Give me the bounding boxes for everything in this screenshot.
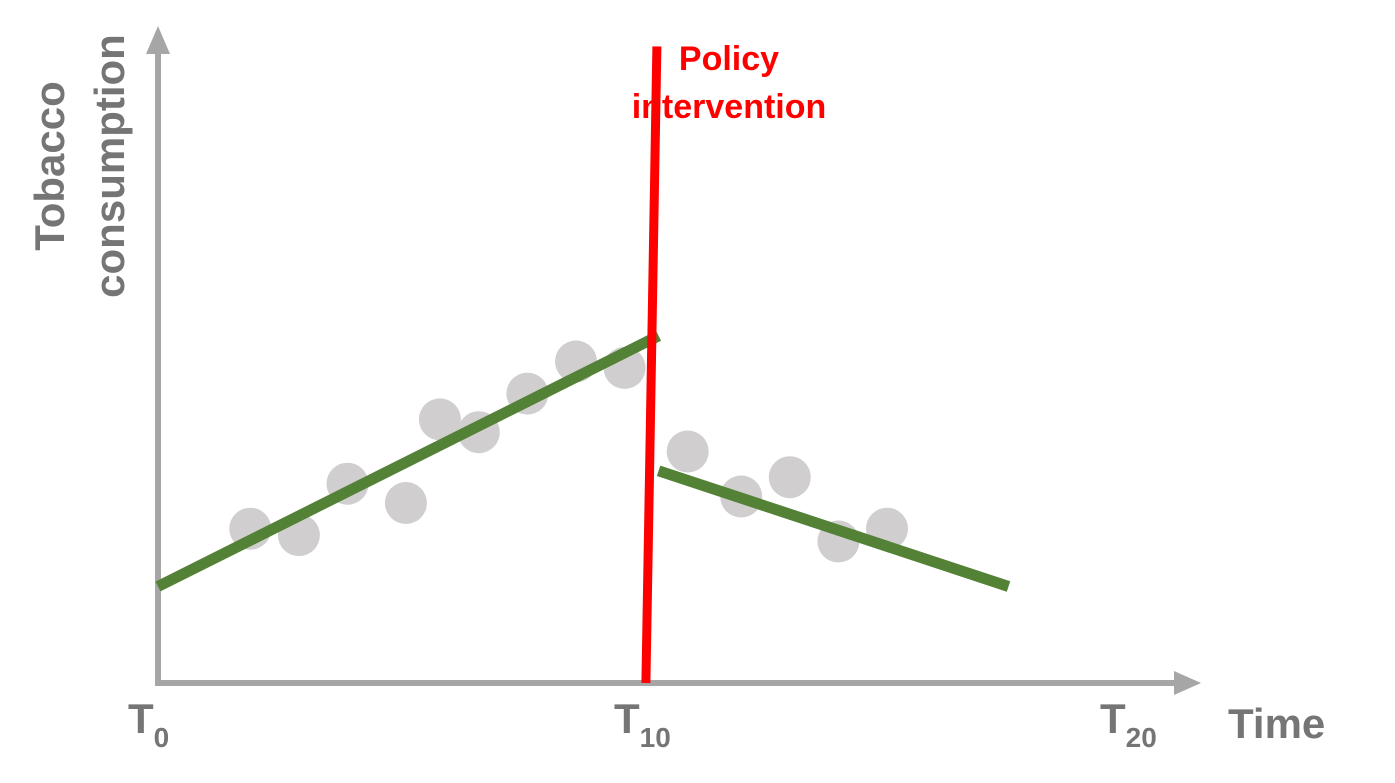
x-tick-label-subscript: 20 [1126, 722, 1157, 753]
data-point [384, 482, 427, 524]
intervention-label-line: Policy [679, 40, 779, 78]
intervention-line [641, 46, 662, 684]
intervention-label-line: intervention [632, 88, 827, 126]
y-axis-label: Tobacco consumption [26, 34, 133, 298]
x-axis-label: Time [1228, 700, 1325, 747]
x-tick-label: T0 [128, 695, 169, 753]
axes [146, 26, 1201, 695]
x-tick-label-base: T [128, 695, 154, 742]
x-tick-label-base: T [1100, 695, 1126, 742]
data-point [666, 430, 709, 473]
y-axis-arrowhead [146, 26, 170, 54]
x-axis-arrowhead [1174, 671, 1201, 695]
data-point [418, 398, 461, 441]
y-axis-label-line: consumption [86, 34, 133, 298]
y-axis-label-line: Tobacco [26, 81, 73, 251]
trend-line-pre [155, 330, 662, 592]
intervention-marker [641, 46, 662, 684]
trend-line-post [656, 465, 1011, 592]
intervention-label: Policy intervention [632, 40, 827, 126]
trend-lines [155, 330, 1011, 592]
x-tick-label: T20 [1100, 695, 1157, 753]
x-tick-label-subscript: 10 [640, 722, 671, 753]
x-tick-label-base: T [614, 695, 640, 742]
data-point [768, 456, 811, 499]
x-tick-label: T10 [614, 695, 671, 753]
data-points [229, 340, 908, 563]
x-tick-label-subscript: 0 [154, 722, 170, 753]
